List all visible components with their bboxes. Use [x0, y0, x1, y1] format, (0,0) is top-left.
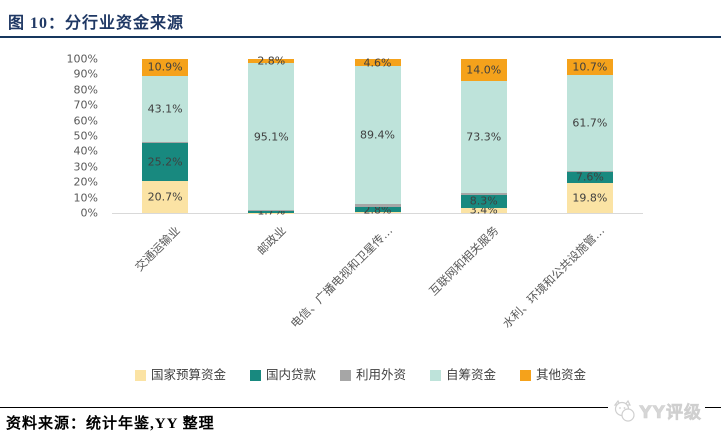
bar-segment — [566, 170, 613, 183]
legend-swatch-icon — [249, 369, 261, 381]
legend: 国家预算资金 国内贷款 利用外资 自筹资金 其他资金 — [0, 367, 721, 382]
watermark: YY评级 — [608, 398, 705, 423]
category-label: 邮政业 — [254, 223, 289, 258]
bar-segment — [460, 80, 507, 194]
bar-segment — [354, 211, 401, 213]
stacked-bar: 1.7% 95.1% 2.8% — [248, 56, 295, 217]
legend-label: 利用外资 — [355, 367, 406, 382]
legend-label: 国家预算资金 — [150, 367, 226, 382]
bar-segment — [354, 207, 401, 212]
bar-segment — [142, 142, 189, 182]
category-label: 互联网和相关服务 — [425, 223, 501, 299]
bar-segment — [142, 181, 189, 213]
category-label: 交通运输业 — [131, 223, 183, 274]
bar-segment — [566, 59, 613, 76]
y-tick-label: 90% — [73, 67, 98, 81]
y-tick-label: 100% — [66, 52, 98, 66]
bar-segment — [248, 63, 295, 210]
footer-divider — [0, 407, 721, 408]
bar-segment — [142, 59, 189, 76]
stacked-bar: 3.4% 8.3% 73.3% 14.0% — [460, 59, 507, 216]
y-tick-label: 40% — [73, 144, 98, 158]
legend-item: 利用外资 — [339, 367, 406, 382]
bar-segment — [354, 66, 401, 204]
legend-label: 自筹资金 — [446, 367, 497, 382]
stacked-bar: 19.8% 7.6% 61.7% 10.7% — [566, 59, 613, 213]
y-tick-label: 20% — [73, 175, 98, 189]
bar-segment — [566, 75, 613, 171]
y-tick-label: 80% — [73, 83, 98, 97]
y-tick-label: 0% — [80, 206, 98, 220]
bar-segment — [566, 182, 613, 213]
legend-swatch-icon — [339, 369, 351, 381]
bar-segment — [142, 75, 189, 143]
watermark-text: YY评级 — [639, 403, 702, 424]
legend-item: 自筹资金 — [430, 367, 497, 382]
source-note: 资料来源：统计年鉴,YY 整理 — [6, 416, 215, 432]
y-tick-label: 50% — [73, 129, 98, 143]
legend-label: 其他资金 — [536, 367, 587, 382]
y-axis: 0% 10% 20% 30% 40% 50% 60% 70% 80% 90% 100% — [0, 54, 104, 219]
bar-segment — [460, 194, 507, 208]
legend-swatch-icon — [520, 369, 532, 381]
cat-logo-icon — [614, 399, 635, 422]
plot-area: 20.7% 25.2% 43.1% 10.9% 1.7% 95.1% 2.8% 2.8% 89.… — [112, 56, 643, 217]
y-tick-label: 60% — [73, 114, 98, 128]
bar-segment — [460, 207, 507, 213]
bar-segment — [248, 210, 295, 213]
bar-segment — [354, 203, 401, 208]
bar-segment — [248, 59, 295, 64]
category-label: 水利、环境和公共设施管… — [499, 223, 608, 331]
x-axis-labels: 交通运输业 邮政业 电信、广播电视和卫星传… 互联网和相关服务 水利、环境和公共设施管… — [112, 216, 643, 361]
stacked-bar: 2.8% 89.4% 4.6% — [354, 57, 401, 215]
legend-label: 国内贷款 — [265, 367, 316, 382]
bar-segment — [460, 59, 507, 81]
figure-title: 图 10：分行业资金来源 — [8, 15, 185, 32]
legend-swatch-icon — [430, 369, 441, 381]
legend-item: 国家预算资金 — [134, 367, 226, 382]
legend-item: 国内贷款 — [249, 367, 316, 382]
legend-swatch-icon — [134, 369, 146, 381]
title-underline — [0, 36, 721, 38]
bar-segment — [354, 59, 401, 67]
y-tick-label: 10% — [73, 191, 98, 205]
y-tick-label: 30% — [73, 160, 98, 174]
legend-item: 其他资金 — [520, 367, 587, 382]
y-tick-label: 70% — [73, 98, 98, 112]
bar-segment — [460, 193, 507, 195]
stacked-bar: 20.7% 25.2% 43.1% 10.9% — [142, 59, 189, 213]
category-label: 电信、广播电视和卫星传… — [287, 223, 395, 331]
